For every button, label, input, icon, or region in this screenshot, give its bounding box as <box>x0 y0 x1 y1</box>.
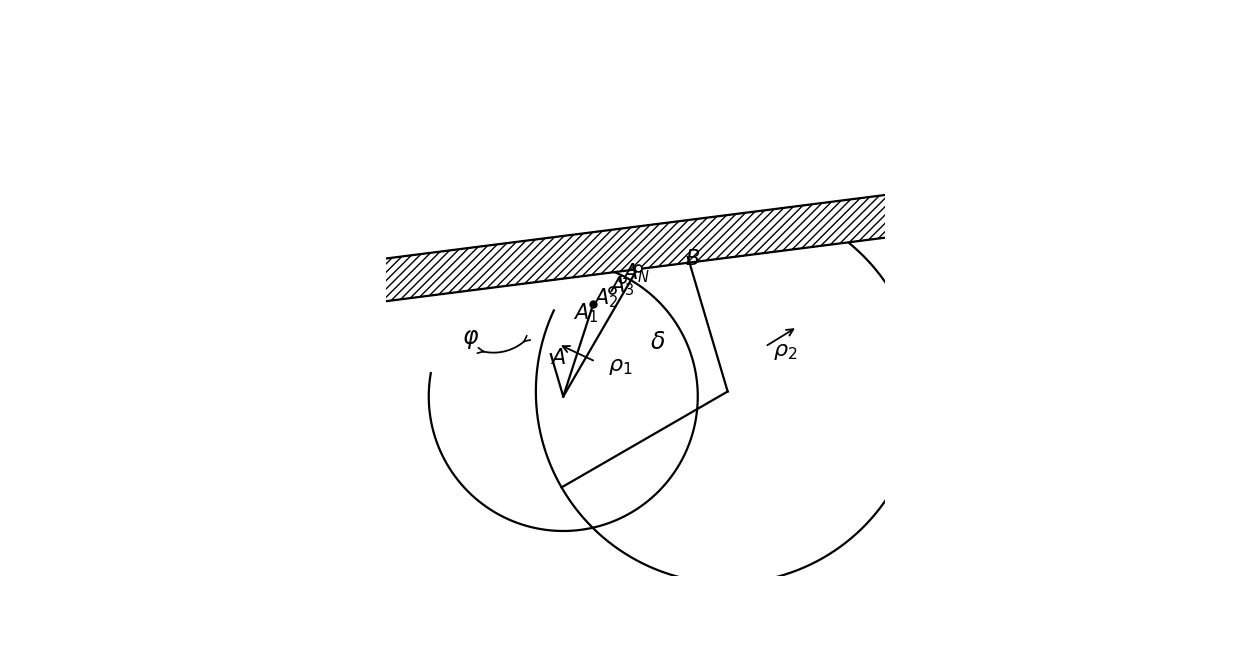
Text: $\rho_2$: $\rho_2$ <box>773 342 797 362</box>
Text: $A_1$: $A_1$ <box>573 301 599 325</box>
Text: B: B <box>686 250 699 270</box>
Text: $\varphi$: $\varphi$ <box>463 327 480 351</box>
Text: $\rho_1$: $\rho_1$ <box>609 356 632 377</box>
Text: A: A <box>551 347 565 367</box>
Text: $A_2$: $A_2$ <box>593 286 619 310</box>
Text: $A_3$: $A_3$ <box>609 274 634 298</box>
Text: $A_N$: $A_N$ <box>621 261 650 285</box>
Text: $\delta$: $\delta$ <box>650 330 666 354</box>
Polygon shape <box>356 193 909 304</box>
